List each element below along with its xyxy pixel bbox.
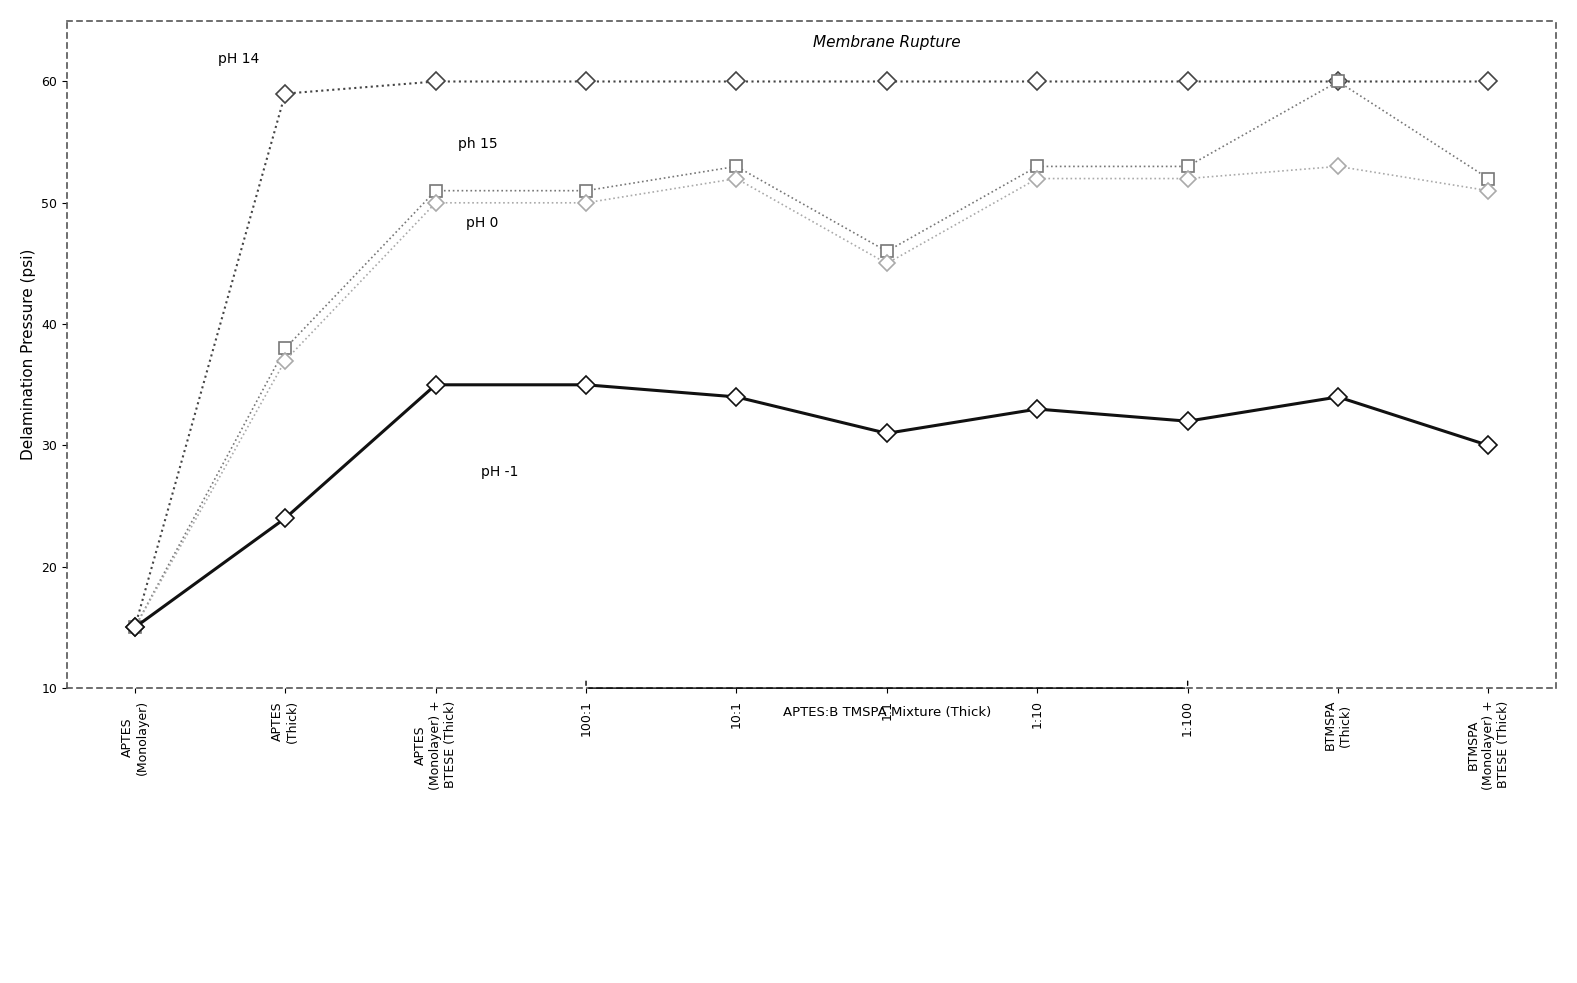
Text: ph 15: ph 15 (459, 138, 498, 151)
Text: pH 14: pH 14 (218, 52, 259, 66)
Text: APTES:B TMSPA Mixture (Thick): APTES:B TMSPA Mixture (Thick) (782, 707, 990, 720)
Text: pH -1: pH -1 (481, 465, 519, 479)
Y-axis label: Delamination Pressure (psi): Delamination Pressure (psi) (21, 249, 36, 460)
Text: Membrane Rupture: Membrane Rupture (814, 35, 960, 50)
Text: pH 0: pH 0 (465, 216, 498, 230)
